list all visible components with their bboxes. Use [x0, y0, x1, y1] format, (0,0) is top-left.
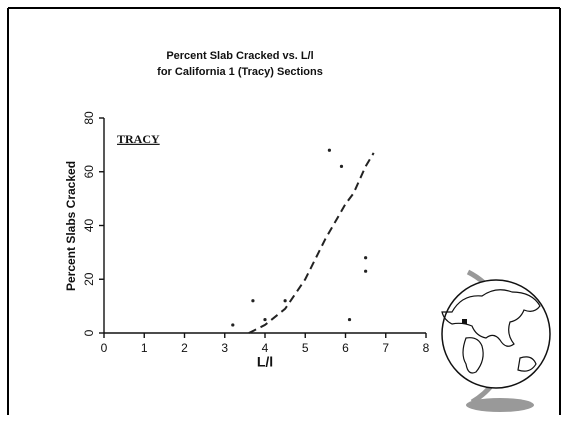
x-tick-label: 0 [101, 341, 108, 355]
globe [442, 280, 550, 388]
data-point [328, 149, 331, 152]
data-point [364, 270, 367, 273]
x-axis-label: L/l [257, 354, 273, 370]
x-tick-label: 4 [262, 341, 269, 355]
y-tick-label: 40 [82, 219, 96, 233]
y-tick-label: 20 [82, 272, 96, 286]
x-tick-label: 7 [382, 341, 389, 355]
data-point [263, 318, 266, 321]
y-tick-label: 60 [82, 165, 96, 179]
x-tick-label: 5 [302, 341, 309, 355]
x-tick-label: 6 [342, 341, 349, 355]
chart-subtitle: for California 1 (Tracy) Sections [157, 66, 323, 78]
data-point [231, 323, 234, 326]
data-point [251, 299, 254, 302]
trend-curve [249, 153, 374, 333]
x-tick-label: 8 [423, 341, 430, 355]
globe-icon [442, 272, 550, 412]
x-tick-label: 3 [221, 341, 228, 355]
data-point [364, 256, 367, 259]
y-tick-label: 0 [82, 329, 96, 336]
slide: Percent Slab Cracked vs. L/l for Califor… [0, 0, 571, 425]
x-tick-label: 2 [181, 341, 188, 355]
globe-marker [462, 319, 467, 324]
globe-base [466, 398, 534, 412]
y-axis-label: Percent Slabs Cracked [64, 161, 78, 291]
chart-title: Percent Slab Cracked vs. L/l [166, 50, 313, 62]
data-point [340, 165, 343, 168]
annotation: TRACY [117, 132, 160, 146]
data-point [348, 318, 351, 321]
plot: 0 20 40 60 80 0 1 2 3 4 5 6 7 8 [82, 111, 429, 355]
x-tick-label: 1 [141, 341, 148, 355]
page: {"chart_data": { "type": "scatter", "tit… [0, 0, 571, 425]
y-tick-label: 80 [82, 111, 96, 125]
data-point [284, 299, 287, 302]
